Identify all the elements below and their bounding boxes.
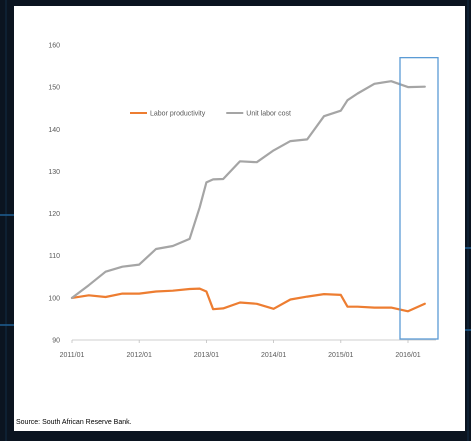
x-tick-label: 2016/01 [395, 352, 420, 359]
x-tick-label: 2015/01 [328, 352, 353, 359]
y-tick-label: 140 [48, 127, 60, 134]
y-tick-label: 130 [48, 169, 60, 176]
y-tick-label: 90 [52, 338, 60, 345]
x-tick-label: 2014/01 [261, 352, 286, 359]
x-axis: 2011/01 2012/01 2013/01 2014/01 2015/01 2016/… [60, 339, 436, 359]
highlight-box-group [399, 56, 439, 340]
legend: Labor productivity Unit labor cost [130, 111, 291, 118]
y-tick-label: 160 [48, 43, 60, 50]
x-tick-label: 2013/01 [194, 352, 219, 359]
x-tick-label: 2011/01 [60, 352, 85, 359]
y-tick-label: 120 [48, 211, 60, 218]
series-line-labor-productivity [70, 287, 426, 313]
x-tick-label: 2012/01 [127, 352, 152, 359]
legend-label-labor-productivity: Labor productivity [150, 111, 206, 118]
y-axis: 90 100 110 120 130 140 150 160 [48, 43, 60, 345]
series-lines [70, 80, 426, 313]
legend-label-unit-labor-cost: Unit labor cost [246, 111, 291, 118]
highlight-box [399, 56, 439, 340]
series-line-unit-labor-cost [70, 80, 426, 299]
y-tick-label: 150 [48, 85, 60, 92]
y-tick-label: 100 [48, 295, 60, 302]
chart-card: 90 100 110 120 130 140 150 160 2011/01 2012/01 20… [14, 6, 465, 431]
source-note: Source: South African Reserve Bank. [16, 419, 132, 426]
y-tick-label: 110 [49, 253, 60, 260]
